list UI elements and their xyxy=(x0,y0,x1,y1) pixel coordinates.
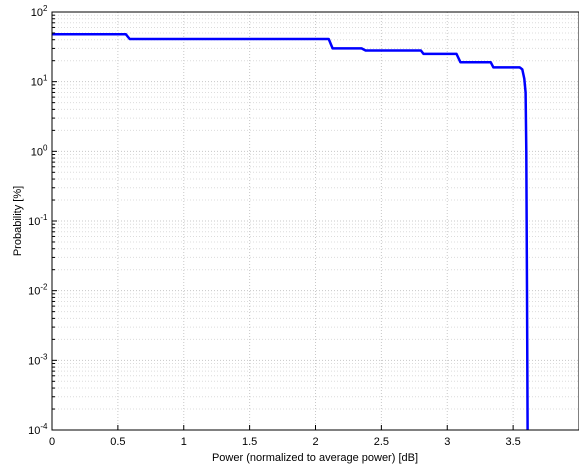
x-tick-labels: 0 0.5 1 1.5 2 2.5 3 3.5 xyxy=(49,436,521,448)
x-tick-label: 2 xyxy=(312,436,318,448)
y-tick-label: 102 xyxy=(31,4,48,19)
grid xyxy=(52,12,579,430)
x-axis-label: Power (normalized to average power) [dB] xyxy=(212,452,418,464)
y-tick-labels: 102 101 100 10-1 10-2 10-3 10-4 xyxy=(28,4,48,437)
y-tick-label: 10-3 xyxy=(28,352,48,367)
axes xyxy=(51,11,579,431)
y-tick-label: 10-4 xyxy=(28,422,48,437)
y-tick-label: 101 xyxy=(31,74,48,89)
x-tick-label: 0 xyxy=(49,436,55,448)
x-tick-label: 1 xyxy=(181,436,187,448)
y-tick-label: 100 xyxy=(31,143,48,158)
series-line xyxy=(52,32,529,431)
y-axis-label: Probability [%] xyxy=(12,186,24,256)
x-tick-label: 1.5 xyxy=(242,436,257,448)
y-tick-label: 10-1 xyxy=(28,213,48,228)
x-tick-label: 2.5 xyxy=(374,436,389,448)
x-tick-label: 0.5 xyxy=(110,436,125,448)
series-layer xyxy=(52,32,529,431)
x-tick-label: 3.5 xyxy=(505,436,520,448)
y-tick-label: 10-2 xyxy=(28,283,48,298)
x-tick-label: 3 xyxy=(444,436,450,448)
